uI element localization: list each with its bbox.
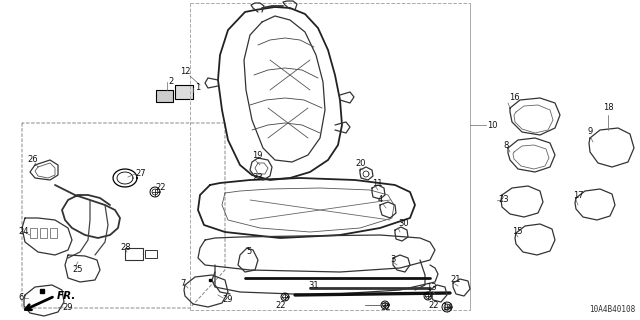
Text: 13: 13 bbox=[426, 283, 436, 292]
Text: 14: 14 bbox=[442, 303, 452, 313]
Text: 31: 31 bbox=[308, 281, 319, 290]
Text: 22: 22 bbox=[428, 300, 438, 309]
Text: 10A4B40108: 10A4B40108 bbox=[589, 305, 635, 314]
Bar bbox=[50, 228, 57, 238]
Text: 18: 18 bbox=[603, 103, 613, 113]
Text: 19: 19 bbox=[252, 150, 262, 159]
Bar bbox=[40, 228, 47, 238]
Bar bbox=[175, 85, 193, 99]
Text: 26: 26 bbox=[27, 156, 38, 164]
Text: 28: 28 bbox=[120, 243, 131, 252]
Text: 5: 5 bbox=[246, 247, 252, 257]
Bar bbox=[125, 248, 143, 260]
Text: 21: 21 bbox=[450, 276, 461, 284]
Bar bbox=[30, 228, 37, 238]
Text: 7: 7 bbox=[180, 278, 186, 287]
Text: FR.: FR. bbox=[57, 291, 76, 301]
Text: 23: 23 bbox=[498, 196, 509, 204]
Bar bbox=[145, 250, 157, 258]
Bar bbox=[156, 90, 173, 102]
Text: 10: 10 bbox=[487, 121, 497, 130]
Text: 2: 2 bbox=[168, 77, 173, 86]
Text: 6: 6 bbox=[18, 293, 24, 302]
Text: 30: 30 bbox=[398, 219, 408, 228]
Text: 24: 24 bbox=[18, 228, 29, 236]
Text: 12: 12 bbox=[180, 68, 191, 76]
Text: 25: 25 bbox=[72, 266, 83, 275]
Text: 11: 11 bbox=[372, 179, 383, 188]
Text: 3: 3 bbox=[390, 255, 396, 265]
Text: 8: 8 bbox=[503, 140, 508, 149]
Text: 32: 32 bbox=[380, 303, 390, 313]
Text: 20: 20 bbox=[355, 158, 365, 167]
Text: 23: 23 bbox=[252, 173, 262, 182]
Text: 4: 4 bbox=[378, 196, 383, 204]
Text: 9: 9 bbox=[587, 127, 592, 137]
Text: 22: 22 bbox=[275, 300, 285, 309]
Text: 22: 22 bbox=[155, 183, 166, 193]
Text: 16: 16 bbox=[509, 93, 520, 102]
Text: 29: 29 bbox=[62, 303, 72, 313]
Text: 15: 15 bbox=[512, 227, 522, 236]
Text: 29: 29 bbox=[222, 295, 232, 305]
Text: 17: 17 bbox=[573, 191, 584, 201]
Text: 1: 1 bbox=[195, 84, 200, 92]
Text: 27: 27 bbox=[135, 169, 146, 178]
